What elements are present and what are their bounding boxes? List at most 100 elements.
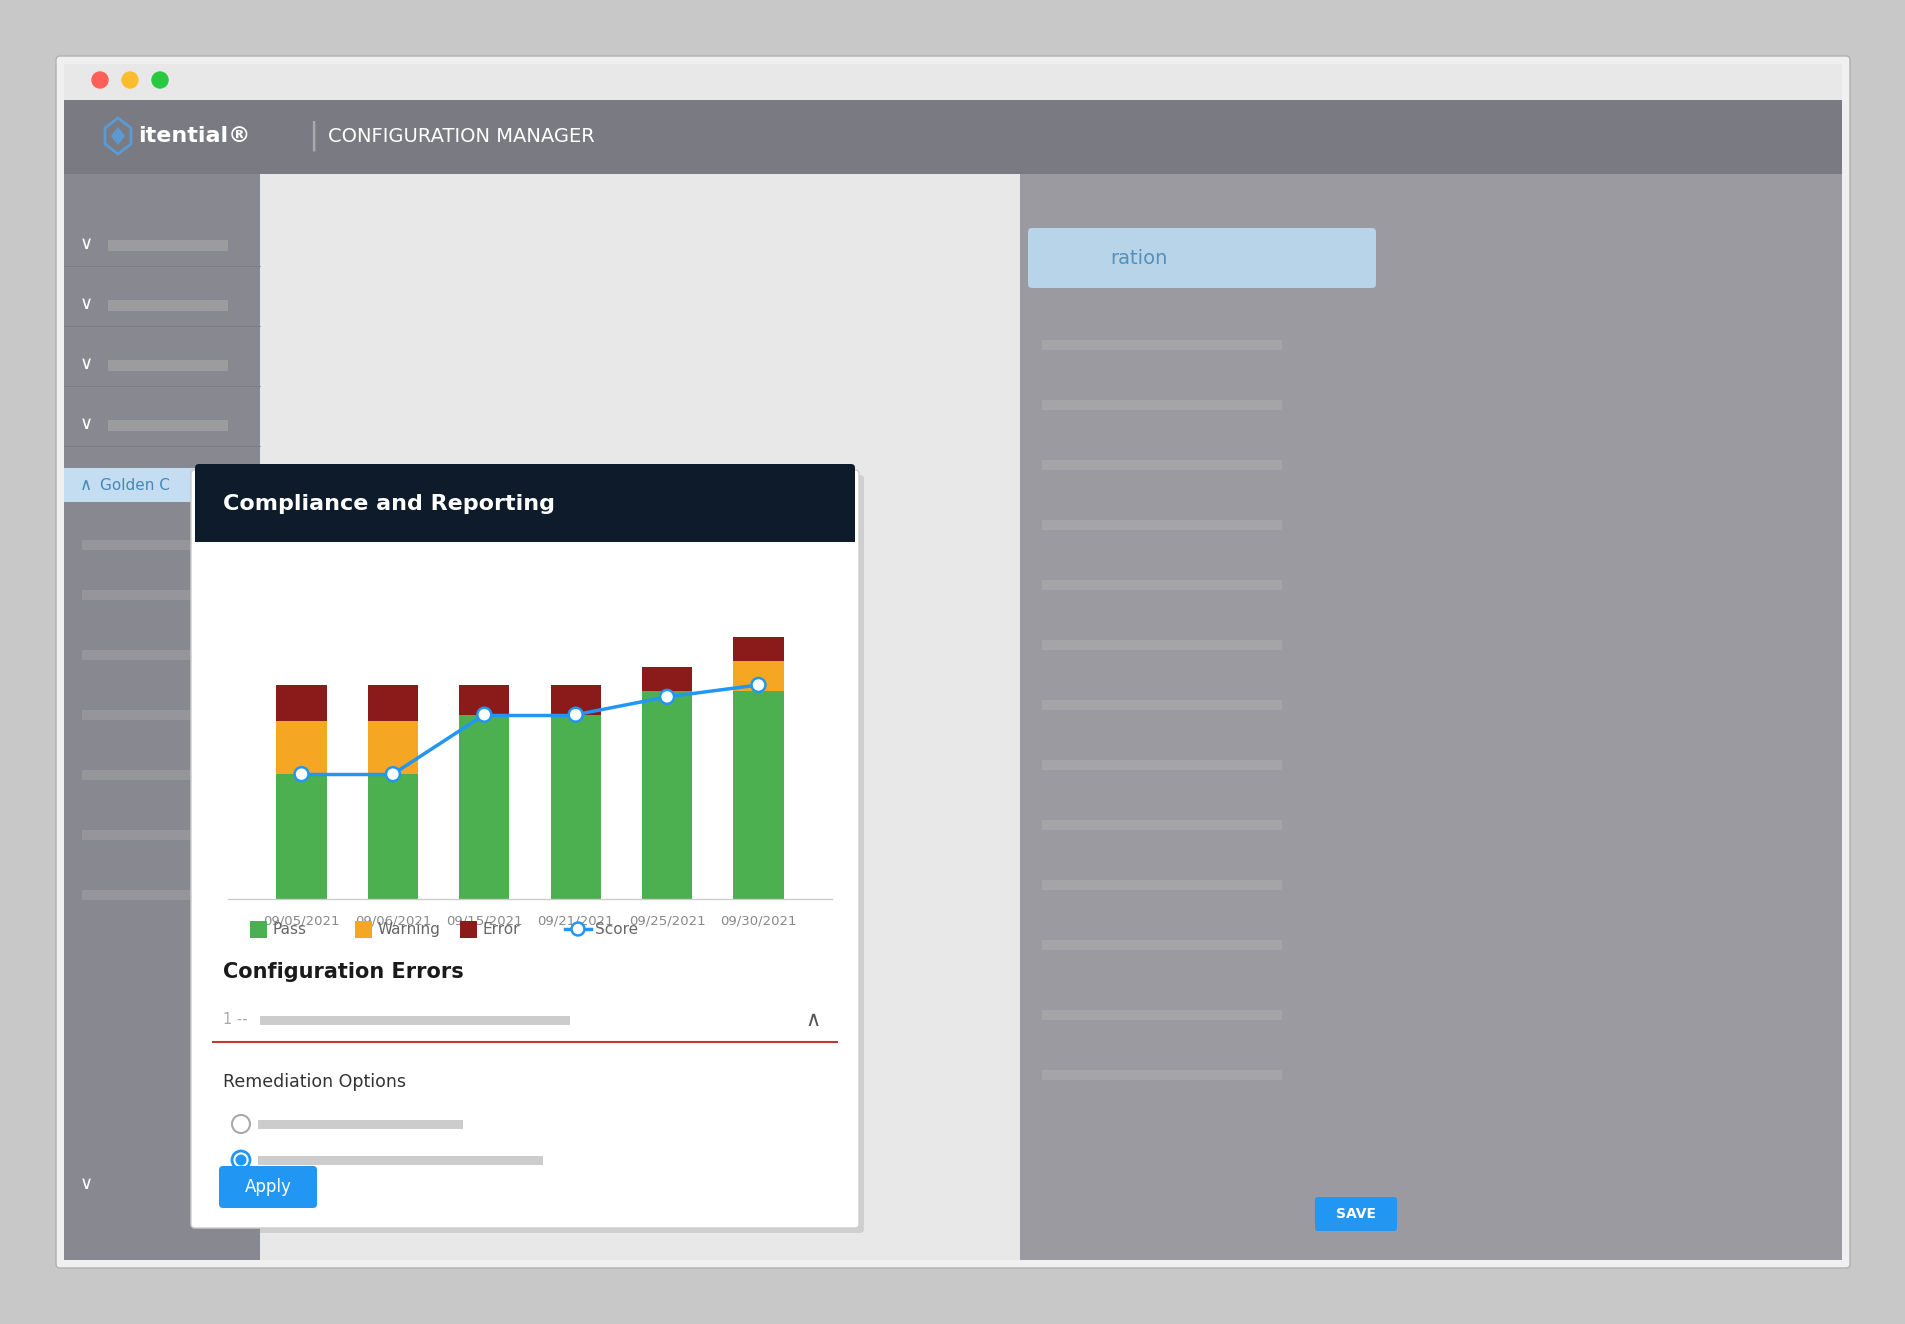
Bar [82, 830, 211, 839]
Text: Remediation Options: Remediation Options [223, 1072, 406, 1091]
Bar [1042, 880, 1282, 890]
Circle shape [476, 707, 491, 722]
Bar [354, 922, 371, 937]
Bar [733, 661, 783, 691]
Bar [459, 715, 509, 899]
Circle shape [752, 681, 764, 690]
Bar [82, 710, 211, 720]
Bar [82, 591, 211, 600]
Bar [82, 771, 211, 780]
Bar [276, 720, 326, 775]
FancyBboxPatch shape [190, 470, 859, 1227]
Circle shape [661, 692, 672, 702]
Bar [259, 1016, 570, 1025]
Bar [1042, 1010, 1282, 1019]
Bar [1042, 340, 1282, 350]
Bar [259, 173, 1019, 1260]
Bar [368, 775, 417, 899]
Bar [368, 685, 417, 720]
Bar [1042, 940, 1282, 951]
Circle shape [293, 767, 309, 781]
Bar [65, 101, 1840, 173]
Text: 09/06/2021: 09/06/2021 [354, 914, 431, 927]
FancyBboxPatch shape [219, 1166, 316, 1207]
Bar [551, 715, 600, 899]
Circle shape [152, 71, 168, 87]
Circle shape [232, 1115, 250, 1133]
Circle shape [385, 767, 400, 781]
Bar [109, 360, 229, 371]
Bar [1042, 1070, 1282, 1080]
Text: Warning: Warning [377, 922, 440, 936]
Text: ∨: ∨ [80, 234, 93, 253]
Text: 1 --: 1 -- [223, 1013, 248, 1027]
Text: ∧: ∧ [806, 1010, 821, 1030]
Text: 09/30/2021: 09/30/2021 [720, 914, 796, 927]
Bar [257, 1156, 543, 1165]
Bar [65, 467, 259, 502]
Text: ∨: ∨ [80, 295, 93, 312]
Bar [1042, 760, 1282, 771]
FancyBboxPatch shape [1027, 228, 1375, 289]
Text: Apply: Apply [244, 1178, 291, 1196]
Bar [1042, 639, 1282, 650]
Text: 09/15/2021: 09/15/2021 [446, 914, 522, 927]
Bar [1042, 400, 1282, 410]
Circle shape [91, 71, 109, 87]
Text: ∨: ∨ [80, 355, 93, 373]
Bar [1019, 173, 1840, 1260]
FancyBboxPatch shape [1314, 1197, 1396, 1231]
Bar [65, 173, 259, 1260]
Text: itential®: itential® [137, 126, 250, 146]
Bar [109, 420, 229, 432]
Circle shape [572, 922, 585, 936]
Circle shape [573, 924, 583, 933]
Bar [276, 775, 326, 899]
Text: ration: ration [1109, 249, 1166, 267]
Text: ∨: ∨ [80, 414, 93, 433]
FancyBboxPatch shape [194, 463, 855, 542]
Circle shape [570, 710, 581, 720]
Bar [1042, 700, 1282, 710]
Bar [642, 667, 692, 691]
Circle shape [751, 678, 766, 692]
Circle shape [478, 710, 490, 720]
Circle shape [122, 71, 137, 87]
Polygon shape [110, 127, 126, 146]
FancyBboxPatch shape [196, 475, 863, 1233]
Bar [82, 540, 211, 549]
Circle shape [236, 1155, 246, 1165]
Bar [65, 64, 1840, 101]
Circle shape [232, 1151, 250, 1169]
Bar [82, 890, 211, 900]
Bar [194, 508, 855, 542]
Bar [1042, 820, 1282, 830]
Text: Pass: Pass [272, 922, 307, 936]
Text: CONFIGURATION MANAGER: CONFIGURATION MANAGER [328, 127, 594, 146]
Bar [1042, 520, 1282, 530]
Text: 09/25/2021: 09/25/2021 [629, 914, 705, 927]
Bar [1042, 580, 1282, 591]
Text: Configuration Errors: Configuration Errors [223, 963, 463, 982]
Bar [733, 637, 783, 661]
Circle shape [659, 690, 674, 704]
Bar [250, 922, 267, 937]
Bar [459, 922, 476, 937]
Text: ∨: ∨ [80, 1174, 93, 1193]
Circle shape [389, 769, 398, 779]
Text: Score: Score [594, 922, 638, 936]
Text: Golden C: Golden C [99, 478, 170, 493]
Circle shape [568, 707, 583, 722]
Text: 09/05/2021: 09/05/2021 [263, 914, 339, 927]
Circle shape [297, 769, 307, 779]
Bar [642, 691, 692, 899]
Text: Compliance and Reporting: Compliance and Reporting [223, 494, 554, 514]
Bar [82, 650, 211, 659]
Bar [109, 240, 229, 252]
Text: ∧: ∧ [80, 477, 91, 494]
Bar [368, 720, 417, 775]
Bar [459, 685, 509, 715]
Text: |: | [309, 120, 318, 151]
Text: Error: Error [482, 922, 520, 936]
Bar [109, 301, 229, 311]
